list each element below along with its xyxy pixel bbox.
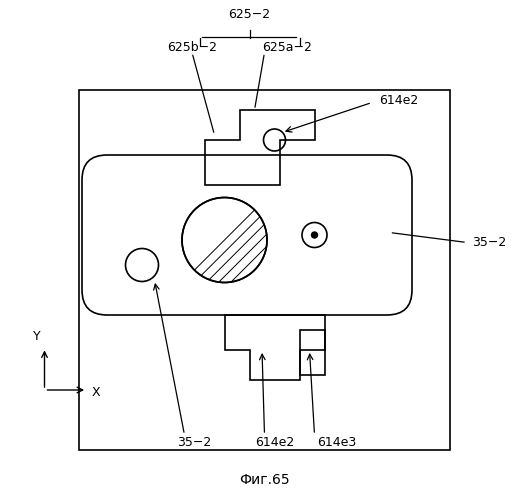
Text: 35−2: 35−2 [177, 436, 212, 449]
Text: 614e2: 614e2 [255, 436, 294, 449]
Text: 614e3: 614e3 [317, 436, 357, 449]
Text: 35−2: 35−2 [472, 236, 506, 249]
Text: 625a−2: 625a−2 [262, 41, 312, 54]
Text: 614e2: 614e2 [379, 94, 419, 106]
Circle shape [312, 232, 317, 238]
Text: Фиг.65: Фиг.65 [239, 473, 290, 487]
Text: 625b−2: 625b−2 [167, 41, 217, 54]
Text: Y: Y [33, 330, 41, 342]
Text: 625−2: 625−2 [229, 8, 270, 21]
Text: X: X [92, 386, 101, 399]
